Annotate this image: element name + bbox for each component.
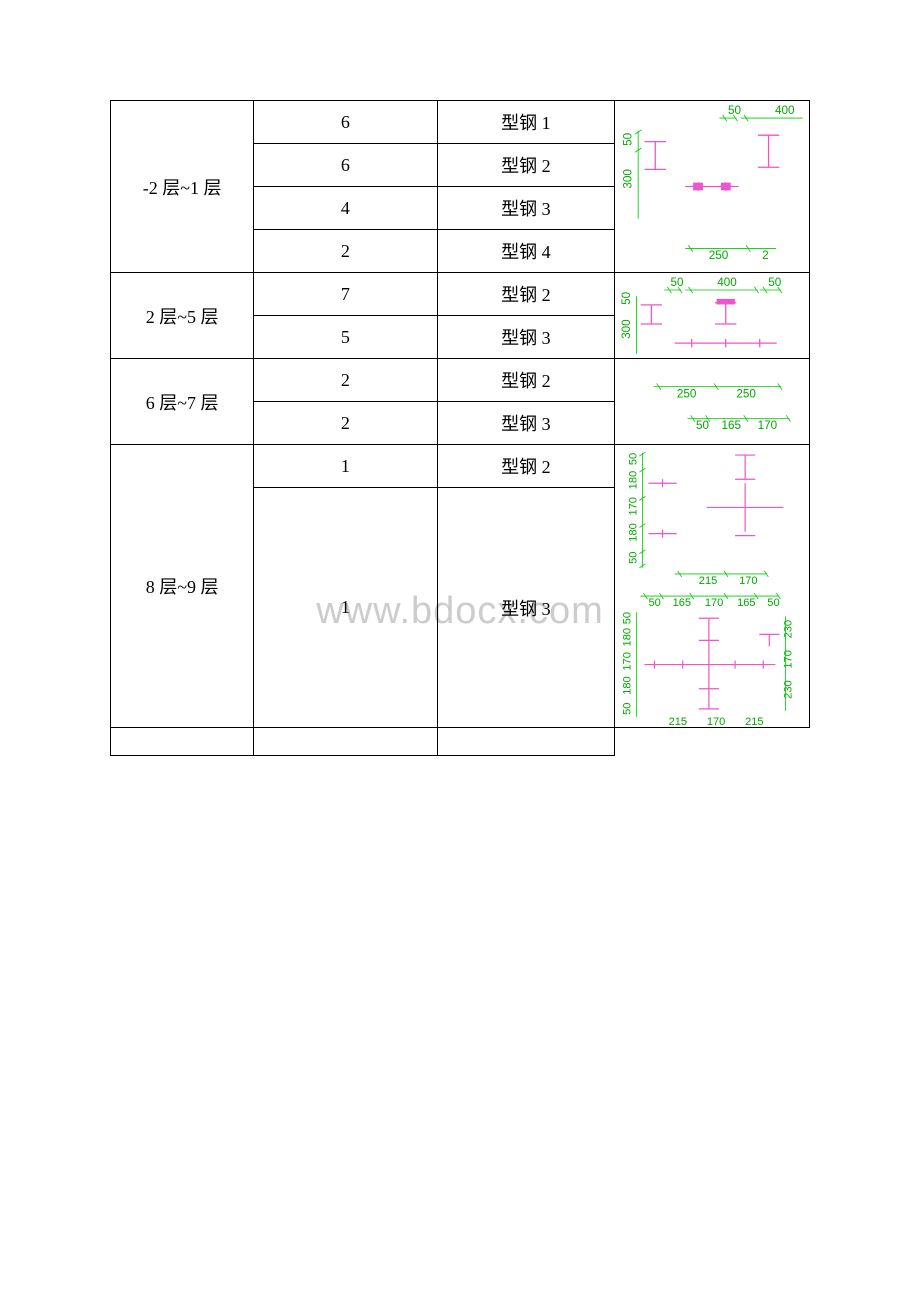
dim-label: 180 (628, 471, 640, 489)
type-cell: 型钢 1 (437, 101, 615, 144)
dim-label: 400 (717, 276, 737, 289)
dim-label: 250 (709, 249, 729, 262)
dim-label: 180 (628, 523, 640, 541)
qty-cell: 2 (254, 402, 437, 445)
dim-label: 230 (783, 680, 795, 698)
type-cell: 型钢 2 (437, 445, 615, 488)
dim-label: 165 (673, 597, 691, 609)
dim-label: 170 (739, 575, 757, 587)
steel-diagram-4: 50 180 170 180 50 215 170 (615, 445, 809, 727)
qty-cell: 2 (254, 359, 437, 402)
dim-label: 50 (768, 276, 781, 289)
empty-cell (615, 728, 810, 756)
qty-cell: 1 (254, 445, 437, 488)
dim-label: 2 (762, 249, 769, 262)
qty-cell: 5 (254, 316, 437, 359)
dim-label: 50 (696, 419, 709, 432)
qty-cell: 7 (254, 273, 437, 316)
dim-label: 170 (758, 419, 778, 432)
dim-label: 170 (622, 652, 634, 670)
diagram-cell-2: 50 400 50 50 300 (615, 273, 810, 359)
dim-label: 50 (767, 597, 779, 609)
steel-diagram-2: 50 400 50 50 300 (615, 273, 809, 358)
qty-cell: 6 (254, 144, 437, 187)
diagram-cell-3: 250 250 50 165 170 (615, 359, 810, 445)
dim-label: 250 (677, 387, 697, 400)
type-cell: 型钢 3 (437, 187, 615, 230)
dim-label: 50 (628, 552, 640, 564)
diagram-cell-4: 50 180 170 180 50 215 170 (615, 445, 810, 728)
dim-label: 300 (622, 169, 635, 189)
qty-cell: 2 (254, 230, 437, 273)
dim-label: 50 (622, 612, 634, 624)
qty-cell: 1 (254, 488, 437, 728)
dim-label: 300 (620, 319, 633, 339)
dim-label: 50 (671, 276, 684, 289)
steel-diagram-3: 250 250 50 165 170 (615, 359, 809, 444)
dim-label: 50 (622, 132, 635, 146)
dim-label: 165 (722, 419, 741, 432)
main-table: -2 层~1 层 6 型钢 1 50 400 50 300 (110, 100, 810, 756)
dim-label: 215 (699, 575, 717, 587)
type-cell: 型钢 3 (437, 402, 615, 445)
empty-cell (111, 728, 254, 756)
dim-label: 230 (783, 620, 795, 638)
type-cell: 型钢 3 (437, 488, 615, 728)
dim-label: 50 (649, 597, 661, 609)
qty-cell: 4 (254, 187, 437, 230)
steel-diagram-1: 50 400 50 300 250 2 (615, 101, 809, 272)
qty-cell: 6 (254, 101, 437, 144)
dim-label: 180 (622, 676, 634, 694)
dim-label: 50 (620, 291, 633, 304)
type-cell: 型钢 2 (437, 144, 615, 187)
dim-label: 170 (707, 716, 725, 727)
dim-label: 50 (628, 453, 640, 465)
dim-label: 400 (775, 104, 795, 117)
diagram-cell-1: 50 400 50 300 250 2 (615, 101, 810, 273)
group-label-3: 6 层~7 层 (111, 359, 254, 445)
dim-label: 180 (622, 628, 634, 646)
dim-label: 50 (728, 104, 742, 117)
dim-label: 170 (705, 597, 723, 609)
group-label-4: 8 层~9 层 (111, 445, 254, 728)
dim-label: 165 (737, 597, 755, 609)
empty-cell (254, 728, 437, 756)
type-cell: 型钢 2 (437, 273, 615, 316)
dim-label: 250 (737, 387, 757, 400)
dim-label: 170 (783, 650, 795, 668)
group-label-1: -2 层~1 层 (111, 101, 254, 273)
type-cell: 型钢 4 (437, 230, 615, 273)
dim-label: 170 (628, 497, 640, 515)
group-label-2: 2 层~5 层 (111, 273, 254, 359)
type-cell: 型钢 3 (437, 316, 615, 359)
dim-label: 215 (745, 716, 763, 727)
dim-label: 50 (622, 703, 634, 715)
empty-cell (437, 728, 615, 756)
dim-label: 215 (669, 716, 687, 727)
type-cell: 型钢 2 (437, 359, 615, 402)
